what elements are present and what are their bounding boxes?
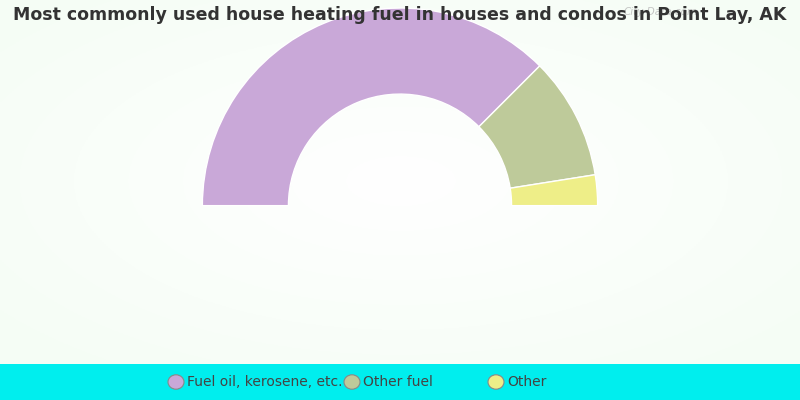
Wedge shape [510,175,598,206]
Text: Other: Other [507,375,546,389]
Ellipse shape [488,375,504,389]
Text: Most commonly used house heating fuel in houses and condos in Point Lay, AK: Most commonly used house heating fuel in… [14,6,786,24]
Wedge shape [479,66,595,188]
Ellipse shape [344,375,360,389]
Wedge shape [202,8,540,206]
Text: Other fuel: Other fuel [363,375,433,389]
Ellipse shape [168,375,184,389]
Text: Fuel oil, kerosene, etc.: Fuel oil, kerosene, etc. [187,375,342,389]
Text: City-Data.com: City-Data.com [624,7,698,17]
